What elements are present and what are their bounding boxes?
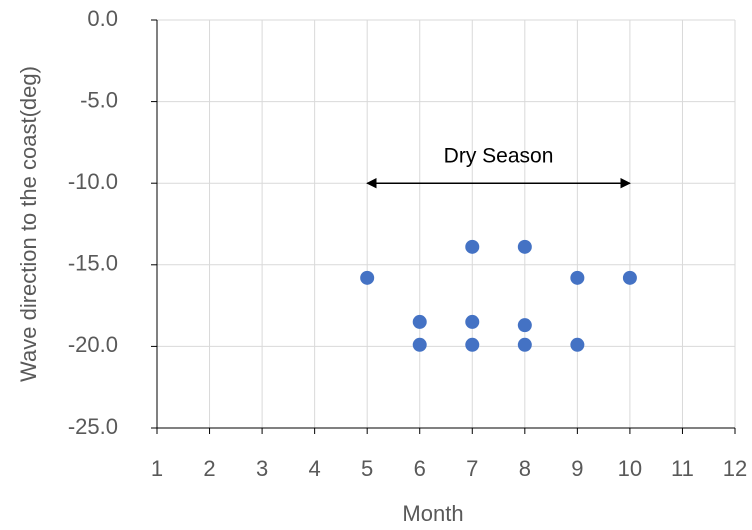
x-tick-label: 7	[466, 456, 478, 481]
x-tick-label: 4	[309, 456, 321, 481]
x-tick-label: 11	[671, 456, 694, 481]
x-tick-label: 2	[203, 456, 215, 481]
data-point	[570, 270, 585, 285]
data-point	[465, 239, 480, 254]
x-tick-label: 6	[414, 456, 426, 481]
data-point	[412, 314, 427, 329]
data-point	[360, 270, 375, 285]
y-tick-label: -20.0	[68, 332, 118, 357]
y-axis-label: Wave direction to the coast(deg)	[16, 66, 41, 382]
x-tick-label: 10	[618, 456, 642, 481]
data-point	[517, 318, 532, 333]
annotation-text: Dry Season	[444, 145, 554, 168]
x-tick-label: 3	[256, 456, 268, 481]
x-tick-label: 8	[519, 456, 531, 481]
data-point	[465, 337, 480, 352]
x-tick-label: 9	[571, 456, 583, 481]
data-point	[517, 239, 532, 254]
y-tick-label: 0.0	[87, 6, 118, 31]
x-axis-label: Month	[402, 501, 463, 526]
data-point	[570, 337, 585, 352]
data-point	[412, 337, 427, 352]
data-point	[517, 337, 532, 352]
y-tick-label: -5.0	[80, 87, 118, 112]
y-tick-label: -25.0	[68, 414, 118, 439]
x-tick-label: 5	[361, 456, 373, 481]
data-point	[622, 270, 637, 285]
x-tick-label: 1	[151, 456, 163, 481]
data-point	[465, 314, 480, 329]
y-tick-label: -15.0	[68, 251, 118, 276]
y-tick-label: -10.0	[68, 169, 118, 194]
x-tick-label: 12	[723, 456, 747, 481]
